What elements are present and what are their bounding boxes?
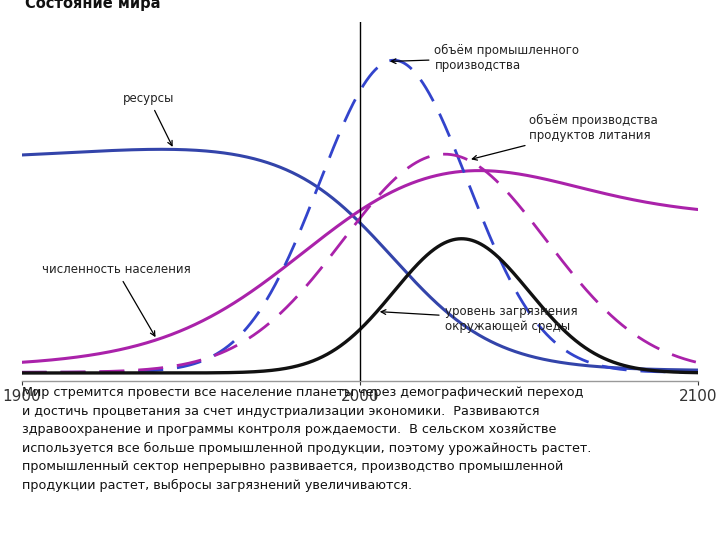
- Text: Мир стремится провести все население планеты через демографический переход
и дос: Мир стремится провести все население пла…: [22, 386, 591, 492]
- Text: объём производства
продуктов литания: объём производства продуктов литания: [472, 114, 658, 160]
- Text: уровень загрязнения
окружающей среды: уровень загрязнения окружающей среды: [381, 305, 577, 333]
- Text: ресурсы: ресурсы: [123, 92, 174, 146]
- Text: Состояние мира: Состояние мира: [25, 0, 161, 11]
- Text: численность населения: численность населения: [42, 264, 191, 336]
- Text: объём промышленного
производства: объём промышленного производства: [391, 44, 580, 72]
